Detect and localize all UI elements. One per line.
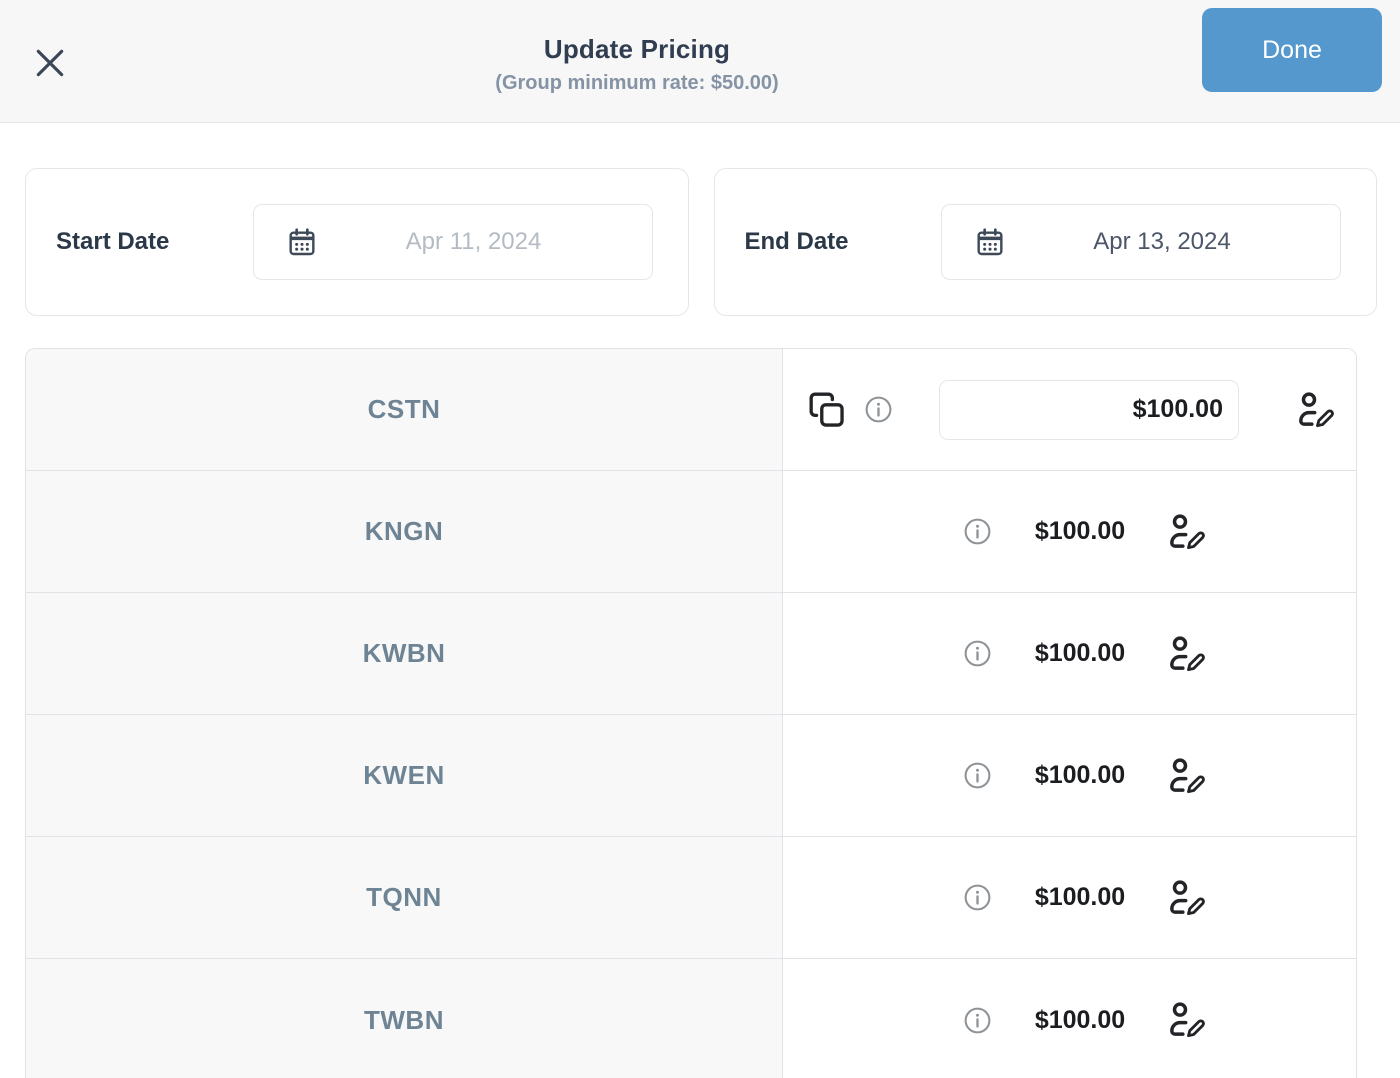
start-date-value: Apr 11, 2024 [405, 228, 542, 255]
edit-rate-button[interactable] [1165, 1000, 1206, 1040]
room-code-cell: KWEN [26, 715, 783, 836]
edit-rate-button[interactable] [1165, 878, 1206, 918]
calendar-icon [286, 226, 318, 258]
rate-cell: $100.00 [797, 959, 1356, 1078]
rate-cell: $100.00 [797, 715, 1356, 836]
info-icon [962, 760, 993, 791]
table-row: TQNN $100.00 [26, 837, 1356, 959]
calendar-icon [974, 226, 1006, 258]
table-row: TWBN $100.00 [26, 959, 1356, 1078]
rate-input[interactable] [939, 379, 1239, 440]
date-filter-row: Start Date Apr 11, 2024 End Date [25, 168, 1377, 316]
room-code-cell: TQNN [26, 837, 783, 958]
rate-cell: $100.00 [797, 471, 1356, 592]
user-edit-pencil-icon [1294, 390, 1334, 430]
rate-cell: $100.00 [797, 593, 1356, 714]
edit-rate-button[interactable] [1165, 634, 1206, 674]
user-edit-pencil-icon [1165, 512, 1206, 552]
rate-value: $100.00 [1034, 1005, 1126, 1034]
modal-header: Update Pricing (Group minimum rate: $50.… [0, 0, 1400, 123]
room-code-label: TWBN [364, 1004, 444, 1035]
room-code-cell: KWBN [26, 593, 783, 714]
room-code-cell: CSTN [26, 349, 783, 470]
room-code-label: TQNN [366, 882, 442, 912]
info-button[interactable] [962, 760, 993, 791]
rate-value: $100.00 [1034, 883, 1126, 911]
end-date-card: End Date Apr 13, 2024 [713, 168, 1377, 316]
info-button[interactable] [962, 1005, 993, 1036]
rate-value: $100.00 [1034, 639, 1126, 667]
edit-rate-button[interactable] [1294, 390, 1334, 430]
close-icon [30, 43, 70, 83]
table-row: KNGN $100.00 [26, 471, 1356, 593]
copy-rate-button[interactable] [808, 391, 846, 429]
end-date-value: Apr 13, 2024 [1093, 228, 1231, 255]
rate-cell: $100.00 [797, 837, 1356, 958]
start-date-label: Start Date [56, 228, 170, 255]
room-code-cell: KNGN [26, 471, 783, 592]
table-row: KWEN $100.00 [26, 715, 1356, 837]
start-date-card: Start Date Apr 11, 2024 [25, 168, 689, 316]
start-date-input[interactable]: Apr 11, 2024 [252, 204, 653, 280]
page-title: Update Pricing [543, 33, 731, 64]
end-date-label: End Date [744, 228, 849, 255]
table-row: KWBN $100.00 [26, 593, 1356, 715]
room-code-label: KWEN [363, 760, 445, 790]
info-button[interactable] [863, 394, 894, 425]
table-row: CSTN [26, 349, 1356, 471]
user-edit-pencil-icon [1165, 634, 1206, 674]
rate-value: $100.00 [1034, 761, 1126, 789]
info-icon [962, 1005, 993, 1036]
info-button[interactable] [962, 516, 993, 547]
rate-cell [783, 349, 1356, 470]
info-icon [863, 394, 894, 425]
room-code-label: KWBN [362, 638, 446, 668]
title-block: Update Pricing (Group minimum rate: $50.… [72, 28, 1202, 95]
end-date-input[interactable]: Apr 13, 2024 [941, 204, 1341, 280]
room-code-cell: TWBN [26, 959, 783, 1078]
info-icon [962, 638, 993, 669]
page-subtitle: (Group minimum rate: $50.00) [495, 71, 779, 94]
copy-icon [808, 391, 846, 429]
rate-value: $100.00 [1034, 517, 1126, 545]
room-code-label: KNGN [364, 516, 444, 546]
info-icon [962, 882, 993, 913]
info-button[interactable] [962, 882, 993, 913]
close-button[interactable] [28, 41, 72, 85]
edit-rate-button[interactable] [1165, 756, 1206, 796]
info-button[interactable] [962, 638, 993, 669]
user-edit-pencil-icon [1165, 878, 1206, 918]
pricing-table: CSTN [25, 348, 1357, 1078]
info-icon [962, 516, 993, 547]
edit-rate-button[interactable] [1165, 512, 1206, 552]
user-edit-pencil-icon [1165, 1000, 1206, 1040]
room-code-label: CSTN [367, 394, 441, 424]
done-button[interactable]: Done [1202, 8, 1382, 92]
user-edit-pencil-icon [1165, 756, 1206, 796]
